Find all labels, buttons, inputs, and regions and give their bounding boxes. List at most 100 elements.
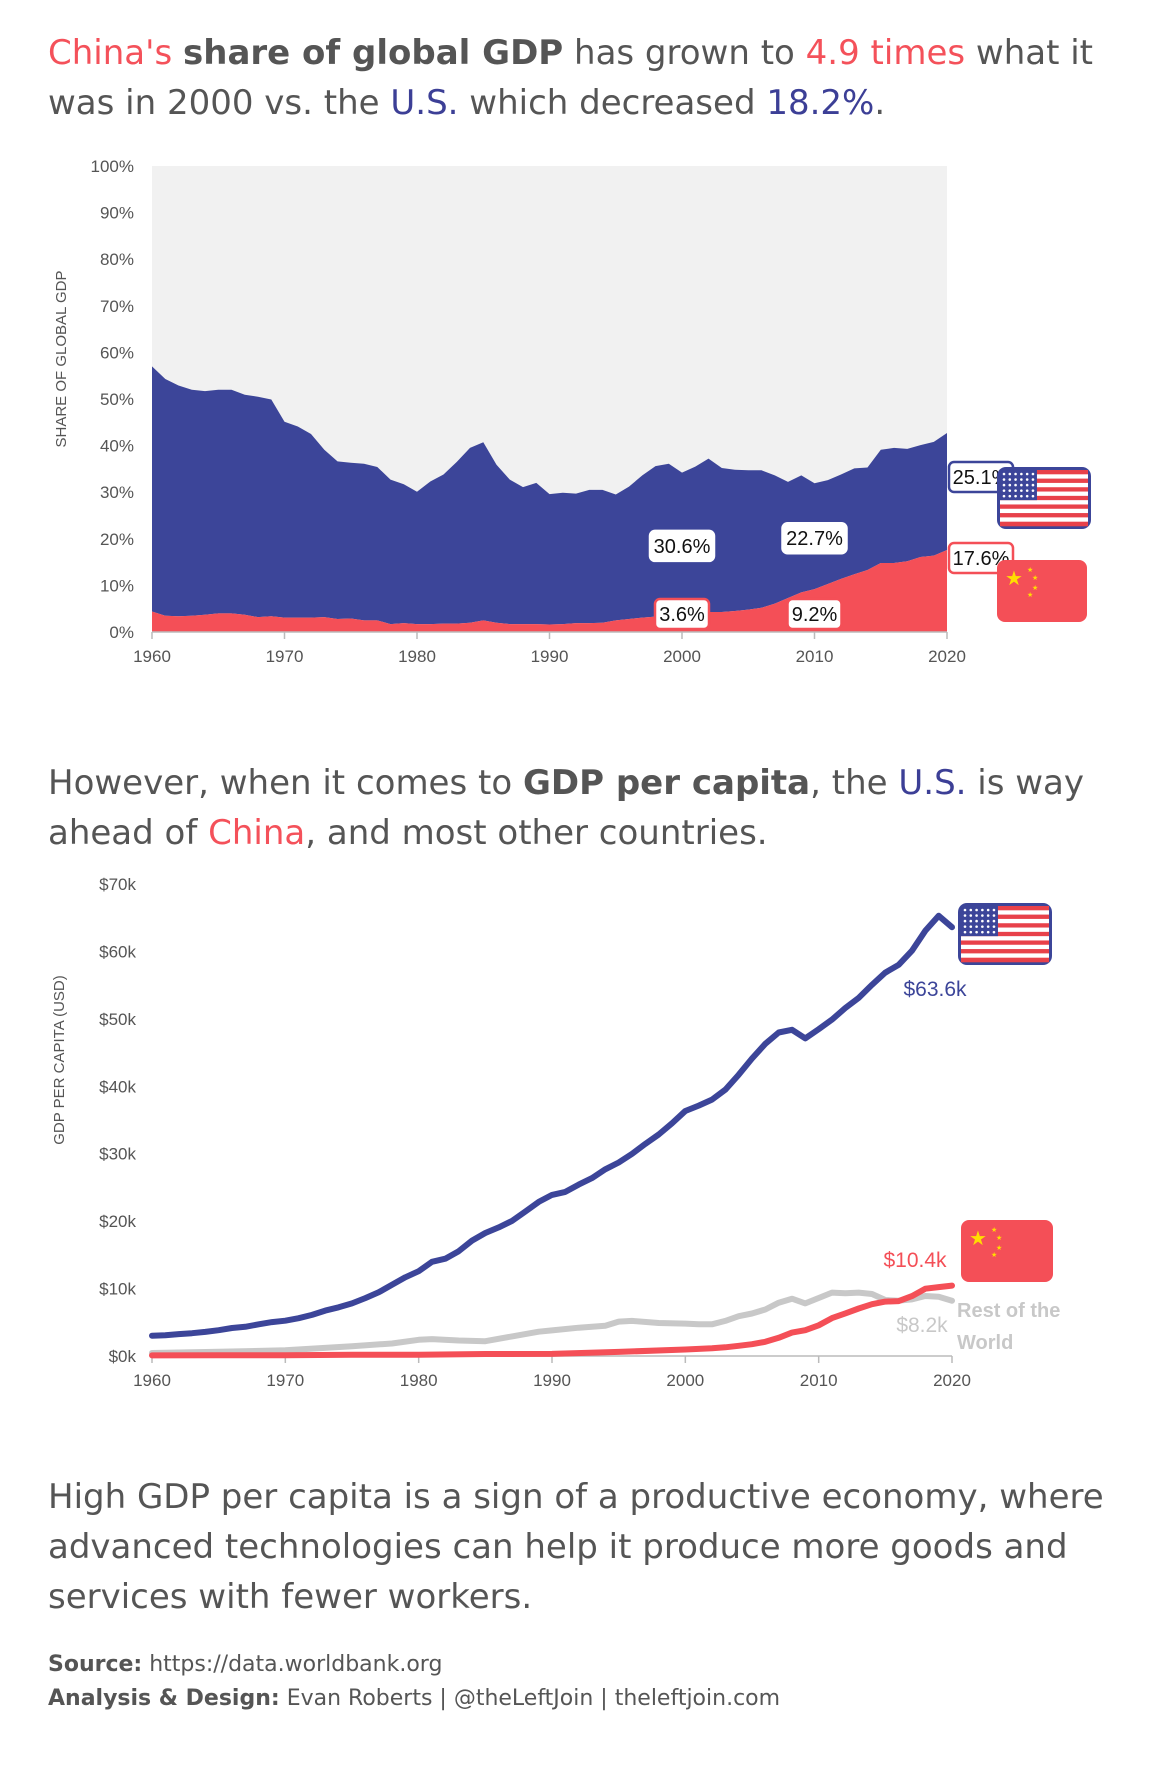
headline-decrease: 18.2% [766, 83, 875, 123]
rest-series-label: Rest of the [957, 1300, 1060, 1322]
flags: ★ ★★★★ [958, 903, 1053, 1282]
y-tick-label: 80% [100, 250, 134, 269]
x-tick-label: 1990 [531, 647, 569, 666]
y-tick-label: $50k [99, 1010, 136, 1029]
flag-stripe [961, 944, 1049, 950]
headline-text: what it was in 2000 vs. the [48, 33, 1094, 123]
label-china-2020: 17.6% [947, 541, 1015, 575]
flag-star [981, 919, 984, 923]
flag-star [1025, 478, 1029, 481]
china-line [149, 1282, 955, 1359]
flag-star [975, 914, 978, 917]
flag-star [1014, 472, 1017, 476]
flag-star [992, 930, 996, 934]
flag-stripe [961, 923, 1049, 928]
share-of-global-gdp-chart: 0% 10% 20% 30% 40% 50% 60% 70% 80% 90% 100% 1960 197… [53, 157, 1091, 666]
data-labels: 30.6% 22.7% 25.1% 3.6% 9.2% 17.6% [648, 460, 1015, 631]
flag-field [961, 1220, 1053, 1282]
flag-stripe [1000, 474, 1088, 479]
flag-star [992, 914, 996, 917]
flag-star [1002, 483, 1006, 487]
y-tick-label: 50% [100, 390, 134, 409]
flag-stripe [1000, 487, 1088, 492]
flag-stripe [961, 918, 1049, 924]
flag-star [1008, 494, 1012, 498]
us-flag-icon [958, 903, 1052, 965]
flag-canton [1000, 470, 1037, 501]
headline-text: , the [810, 763, 888, 803]
headline-text: which decreased [469, 83, 756, 123]
flag-star: ★ [1032, 574, 1038, 582]
y-tick-label: 0% [109, 623, 134, 642]
source-link[interactable]: https://data.worldbank.org [149, 1652, 443, 1677]
china-area [152, 550, 947, 632]
flag-stripe [1000, 482, 1088, 488]
flag-star [1008, 489, 1012, 492]
flag-stripe [961, 957, 1049, 963]
flag-star: ★ [996, 1244, 1002, 1252]
china-end-label: $10.4k [883, 1249, 947, 1272]
x-tick-label: 1960 [133, 1371, 171, 1390]
y-tick-label: $40k [99, 1077, 136, 1096]
y-tick-label: $10k [99, 1280, 136, 1299]
flag-star [1002, 489, 1006, 492]
source-line: Source: https://data.worldbank.org [48, 1648, 780, 1682]
flag-star [969, 908, 973, 912]
flag-star [1002, 478, 1006, 481]
line-layer [149, 912, 955, 1359]
flag-star [1025, 489, 1029, 492]
flag-stripe [1000, 517, 1088, 522]
flag-star [963, 930, 967, 934]
flag-stripe [961, 914, 1049, 920]
flag-star [1008, 478, 1012, 481]
flag-stripe [1000, 495, 1088, 501]
us-area [152, 366, 947, 625]
headline-share-metric: share of global GDP [183, 33, 564, 73]
flag-field [997, 560, 1087, 622]
x-tick-label: 2000 [666, 1371, 704, 1390]
flag-star [975, 930, 978, 934]
headline-china: China's [48, 33, 173, 73]
y-tick-label: 30% [100, 483, 134, 502]
flag-star [1025, 494, 1029, 498]
rest-series-label: World [957, 1332, 1013, 1354]
y-tick-label: 20% [100, 530, 134, 549]
credit-line: Analysis & Design: Evan Roberts | @theLe… [48, 1682, 780, 1716]
flag-star [986, 908, 990, 912]
flag-star [1014, 483, 1017, 487]
flag-star [975, 908, 978, 912]
y-tick-label: 10% [100, 576, 134, 595]
flag-star [1020, 472, 1023, 476]
flag-star [975, 925, 978, 928]
flag-star [1031, 478, 1035, 481]
flag-star [1031, 472, 1035, 476]
flag-star [981, 908, 984, 912]
flag-star [1031, 483, 1035, 487]
us-line [149, 912, 955, 1339]
flag-star: ★ [991, 1251, 997, 1259]
flag-star [969, 914, 973, 917]
flag-star [986, 930, 990, 934]
flag-star [1020, 478, 1023, 481]
headline-text: However, when it comes to [48, 763, 513, 803]
x-tick-label: 2020 [933, 1371, 971, 1390]
flag-stripe [1000, 508, 1088, 514]
flag-stripe [1000, 500, 1088, 505]
flag-star [992, 908, 996, 912]
label-text: 3.6% [659, 604, 705, 626]
flag-stripe [961, 906, 1049, 911]
label-box [947, 541, 1015, 575]
credit-value: Evan Roberts | @theLeftJoin | theleftjoi… [286, 1686, 781, 1711]
label-box [653, 597, 711, 631]
y-tick-label: $0k [109, 1347, 137, 1366]
flag-star [1025, 472, 1029, 476]
china-flag-icon: ★ ★★★★ [961, 1220, 1053, 1282]
label-box [648, 529, 716, 563]
axes: 0% 10% 20% 30% 40% 50% 60% 70% 80% 90% 100% 1960 197… [53, 157, 966, 666]
flag-stripe [961, 949, 1049, 954]
headline-per-capita-metric: GDP per capita [522, 763, 811, 803]
gdp-per-capita-chart: $0k $10k $20k $30k $40k $50k $60k $70k 1960 1970 1… [51, 875, 1060, 1390]
headline-share: China's share of global GDP has grown to… [48, 28, 1108, 128]
x-tick-label: 1980 [398, 647, 436, 666]
flag-stripe [1000, 491, 1088, 497]
